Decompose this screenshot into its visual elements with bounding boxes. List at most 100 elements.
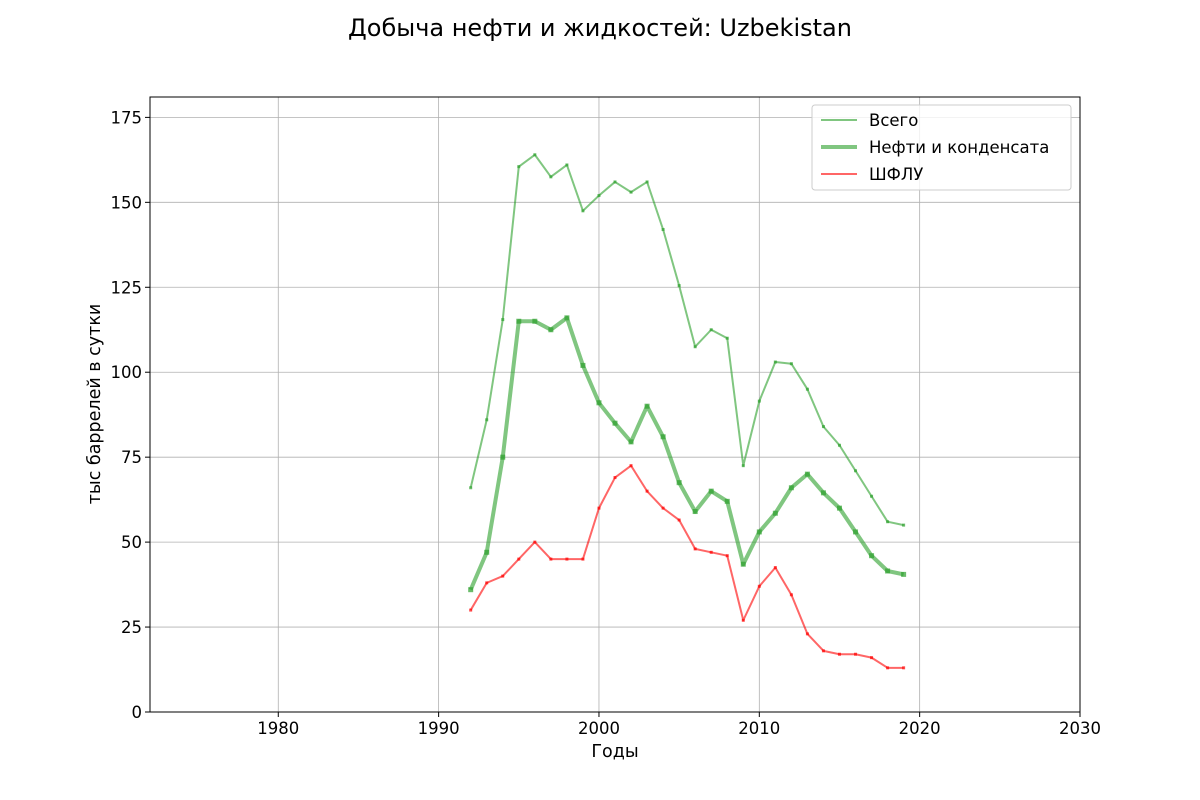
x-tick-label: 2020 xyxy=(899,719,941,738)
data-point xyxy=(485,418,488,421)
data-point xyxy=(500,455,505,460)
data-point xyxy=(886,666,889,669)
chart-title: Добыча нефти и жидкостей: Uzbekistan xyxy=(348,14,852,42)
data-point xyxy=(694,547,697,550)
data-point xyxy=(710,551,713,554)
y-tick-label: 50 xyxy=(121,533,142,552)
data-point xyxy=(564,315,569,320)
data-point xyxy=(549,558,552,561)
y-tick-label: 25 xyxy=(121,618,142,637)
data-point xyxy=(854,653,857,656)
data-point xyxy=(677,480,682,485)
data-point xyxy=(870,656,873,659)
data-point xyxy=(886,520,889,523)
data-point xyxy=(773,511,778,516)
legend: Всего Нефти и конденсата ШФЛУ xyxy=(812,105,1071,190)
series-1 xyxy=(468,315,906,592)
data-point xyxy=(870,495,873,498)
data-point xyxy=(614,180,617,183)
data-point xyxy=(468,587,473,592)
ticks: 1980199020002010202020300255075100125150… xyxy=(111,108,1102,738)
data-point xyxy=(581,558,584,561)
data-point xyxy=(774,361,777,364)
y-tick-label: 150 xyxy=(111,193,143,212)
legend-label-ngl: ШФЛУ xyxy=(869,165,923,184)
series-line xyxy=(471,155,904,525)
x-tick-label: 1990 xyxy=(418,719,460,738)
data-point xyxy=(901,572,906,577)
legend-label-oil: Нефти и конденсата xyxy=(869,138,1049,157)
data-point xyxy=(790,362,793,365)
data-point xyxy=(613,421,618,426)
data-point xyxy=(597,507,600,510)
data-point xyxy=(774,566,777,569)
x-tick-label: 2030 xyxy=(1059,719,1101,738)
data-point xyxy=(837,506,842,511)
data-point xyxy=(678,284,681,287)
data-point xyxy=(549,175,552,178)
data-point xyxy=(646,490,649,493)
data-point xyxy=(741,562,746,567)
series-0 xyxy=(469,153,905,526)
y-tick-label: 0 xyxy=(132,703,143,722)
data-point xyxy=(469,486,472,489)
data-point xyxy=(902,666,905,669)
data-point xyxy=(789,485,794,490)
data-point xyxy=(565,163,568,166)
data-point xyxy=(533,541,536,544)
data-point xyxy=(517,165,520,168)
data-point xyxy=(790,593,793,596)
data-point xyxy=(694,345,697,348)
data-point xyxy=(725,499,730,504)
data-point xyxy=(469,609,472,612)
data-point xyxy=(484,550,489,555)
data-point xyxy=(854,469,857,472)
data-point xyxy=(758,400,761,403)
data-point xyxy=(565,558,568,561)
data-point xyxy=(597,194,600,197)
data-point xyxy=(806,388,809,391)
y-axis-label: тыс баррелей в сутки xyxy=(85,304,105,505)
data-point xyxy=(580,363,585,368)
y-tick-label: 175 xyxy=(111,108,143,127)
data-point xyxy=(630,464,633,467)
y-tick-label: 75 xyxy=(121,448,142,467)
x-axis-label: Годы xyxy=(591,742,638,762)
data-point xyxy=(645,404,650,409)
data-point xyxy=(614,476,617,479)
data-point xyxy=(485,581,488,584)
data-point xyxy=(693,509,698,514)
data-point xyxy=(678,519,681,522)
data-point xyxy=(533,153,536,156)
data-point xyxy=(517,558,520,561)
data-point xyxy=(902,524,905,527)
y-tick-label: 100 xyxy=(111,363,143,382)
y-tick-label: 125 xyxy=(111,278,143,297)
legend-label-total: Всего xyxy=(869,111,918,130)
data-point xyxy=(710,328,713,331)
data-point xyxy=(742,464,745,467)
data-point xyxy=(821,490,826,495)
data-point xyxy=(548,327,553,332)
data-point xyxy=(822,425,825,428)
data-point xyxy=(806,632,809,635)
data-point xyxy=(822,649,825,652)
data-point xyxy=(726,337,729,340)
series-layer xyxy=(468,153,906,669)
data-point xyxy=(757,529,762,534)
data-point xyxy=(869,553,874,558)
data-point xyxy=(662,507,665,510)
data-point xyxy=(838,444,841,447)
data-point xyxy=(581,209,584,212)
data-point xyxy=(596,400,601,405)
data-point xyxy=(709,489,714,494)
data-point xyxy=(661,434,666,439)
data-point xyxy=(501,318,504,321)
data-point xyxy=(726,554,729,557)
x-tick-label: 2000 xyxy=(578,719,620,738)
data-point xyxy=(532,319,537,324)
data-point xyxy=(742,619,745,622)
data-point xyxy=(501,575,504,578)
data-point xyxy=(662,228,665,231)
